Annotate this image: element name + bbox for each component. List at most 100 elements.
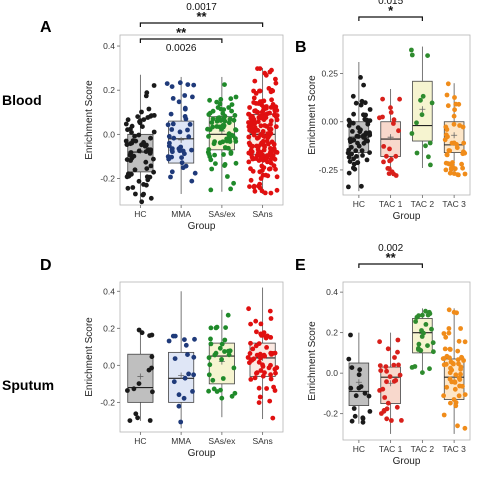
data-point <box>271 142 277 147</box>
data-point <box>349 365 355 370</box>
data-point <box>273 80 279 86</box>
data-point <box>140 124 145 129</box>
p-value-label: 0.015 <box>378 0 403 7</box>
data-point <box>358 127 363 133</box>
data-point <box>355 160 361 166</box>
data-point <box>246 306 252 312</box>
data-point <box>190 389 195 394</box>
data-point <box>226 348 231 354</box>
data-point <box>429 100 435 106</box>
data-point <box>151 113 157 118</box>
data-point <box>251 132 257 138</box>
x-tick-label: TAC 2 <box>411 199 435 209</box>
data-point <box>144 166 150 172</box>
data-point <box>148 195 154 201</box>
data-point <box>192 170 198 176</box>
x-axis-title: Group <box>393 456 421 467</box>
data-point <box>222 349 227 354</box>
data-point <box>362 100 368 106</box>
data-point <box>455 348 461 354</box>
data-point <box>259 156 264 161</box>
data-point <box>182 337 187 342</box>
data-point <box>447 370 453 376</box>
data-point <box>380 114 385 120</box>
significance-stars: ** <box>196 9 207 24</box>
data-point <box>190 94 195 100</box>
data-point <box>172 356 178 361</box>
mean-marker <box>387 380 394 387</box>
data-point <box>358 75 363 80</box>
data-point <box>251 183 257 189</box>
data-point <box>268 122 273 127</box>
data-point <box>452 107 457 113</box>
data-point <box>348 385 354 391</box>
data-point <box>208 187 214 193</box>
x-tick-label: SAns <box>252 209 272 219</box>
data-point <box>147 333 153 338</box>
data-point <box>148 135 153 141</box>
data-point <box>207 362 213 368</box>
data-point <box>151 129 157 135</box>
y-tick-label: -0.25 <box>319 165 339 175</box>
data-point <box>176 99 182 105</box>
data-point <box>350 129 355 134</box>
panel-a: A 0.4 0.2 0.0 -0.2 Enrichment Score HC MMA SAs/e… <box>40 2 284 232</box>
panel-letter: B <box>295 39 307 56</box>
data-point <box>351 406 357 411</box>
data-point <box>443 334 449 340</box>
data-point <box>248 123 254 129</box>
data-point <box>251 95 257 101</box>
data-point <box>460 124 466 130</box>
data-point <box>132 167 138 173</box>
x-tick-label: HC <box>353 199 365 209</box>
data-point <box>245 355 251 360</box>
data-point <box>359 183 364 189</box>
plot-border <box>119 34 284 206</box>
data-point <box>250 346 256 352</box>
data-point <box>452 379 458 385</box>
y-tick-label: 0.4 <box>326 287 338 297</box>
data-point <box>268 335 274 340</box>
x-tick-label: HC <box>353 444 365 454</box>
x-axis-title: Group <box>188 448 216 459</box>
data-point <box>261 330 267 335</box>
significance-bracket <box>358 263 423 268</box>
data-point <box>356 372 362 378</box>
data-point <box>457 377 463 382</box>
data-point <box>423 322 429 327</box>
data-point <box>268 156 274 162</box>
mean-marker <box>419 106 426 113</box>
data-point <box>459 161 464 167</box>
data-point <box>191 372 197 378</box>
data-point <box>416 341 422 347</box>
data-point <box>260 364 266 369</box>
data-point <box>272 156 278 162</box>
data-point <box>166 143 172 149</box>
data-point <box>264 386 269 391</box>
data-point <box>458 364 464 370</box>
data-point <box>448 400 453 406</box>
data-point <box>391 362 397 368</box>
data-point <box>189 147 194 153</box>
data-point <box>182 105 188 111</box>
data-point <box>212 352 218 358</box>
data-point <box>462 425 468 431</box>
data-point <box>351 165 356 171</box>
data-point <box>451 113 457 119</box>
data-point <box>192 336 197 342</box>
data-point <box>252 78 258 84</box>
data-point <box>130 185 136 190</box>
data-point <box>425 53 430 58</box>
data-point <box>246 134 252 140</box>
data-point <box>170 333 176 339</box>
data-point <box>229 108 235 114</box>
data-point <box>164 81 170 86</box>
data-point <box>219 126 224 132</box>
data-point <box>228 186 234 192</box>
data-point <box>274 187 280 193</box>
data-point <box>350 93 356 99</box>
data-point <box>186 371 192 377</box>
data-point <box>391 171 396 177</box>
data-point <box>458 371 463 377</box>
data-point <box>360 415 366 421</box>
